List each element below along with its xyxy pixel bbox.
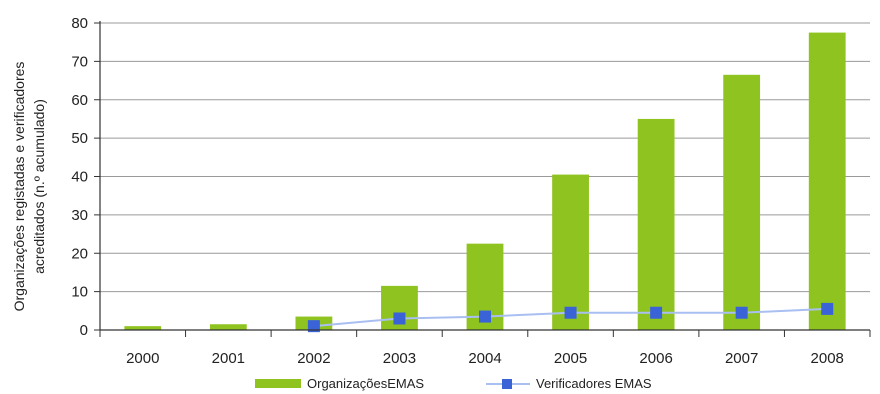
x-tick-label: 2000 [126,350,159,367]
y-axis-label-line: Organizações registadas e verificadores [11,62,27,312]
legend-label-verificadores: Verificadores EMAS [536,376,652,391]
x-tick-label: 2006 [639,350,672,367]
y-tick-label: 30 [71,207,88,224]
x-tick-label: 2002 [297,350,330,367]
legend-swatch-organizacoes [255,379,301,388]
line-point [393,312,406,325]
y-tick-label: 10 [71,284,88,301]
y-tick-label: 80 [71,15,88,32]
x-tick-label: 2003 [383,350,416,367]
y-tick-label: 70 [71,53,88,70]
y-tick-label: 50 [71,130,88,147]
grid [100,22,870,293]
axes [99,21,870,331]
y-axis-label-line: acreditados (n.º acumulado) [31,99,47,274]
line-point [735,306,748,319]
bar-series [124,32,846,331]
line-point [564,306,577,319]
x-axis-ticks: 2000 2001 2002 2003 2004 2005 2006 2007 2008 [99,330,871,367]
legend-marker-verificadores [502,379,512,389]
x-tick-label: 2001 [212,350,245,367]
y-tick-label: 60 [71,92,88,109]
bar [552,174,589,330]
legend: OrganizaçõesEMAS Verificadores EMAS [255,376,652,391]
x-tick-label: 2004 [468,350,501,367]
y-tick-label: 40 [71,169,88,186]
bar [209,324,247,330]
line-point [307,320,320,333]
x-tick-label: 2008 [811,350,844,367]
legend-label-organizacoes: OrganizaçõesEMAS [307,376,424,391]
y-axis-ticks: 0 10 20 30 40 50 60 70 80 [71,15,100,339]
line-point [479,310,491,323]
line-point [821,302,834,315]
line-point [650,306,663,319]
bar [808,32,846,330]
bar [124,326,162,330]
line-series [307,302,834,333]
y-tick-label: 0 [80,322,88,339]
bar [637,118,675,330]
x-tick-label: 2007 [725,350,758,367]
bar [723,74,761,331]
y-axis-label: Organizações registadas e verificadores a… [11,62,47,312]
x-tick-label: 2005 [554,350,587,367]
y-tick-label: 20 [71,245,88,262]
